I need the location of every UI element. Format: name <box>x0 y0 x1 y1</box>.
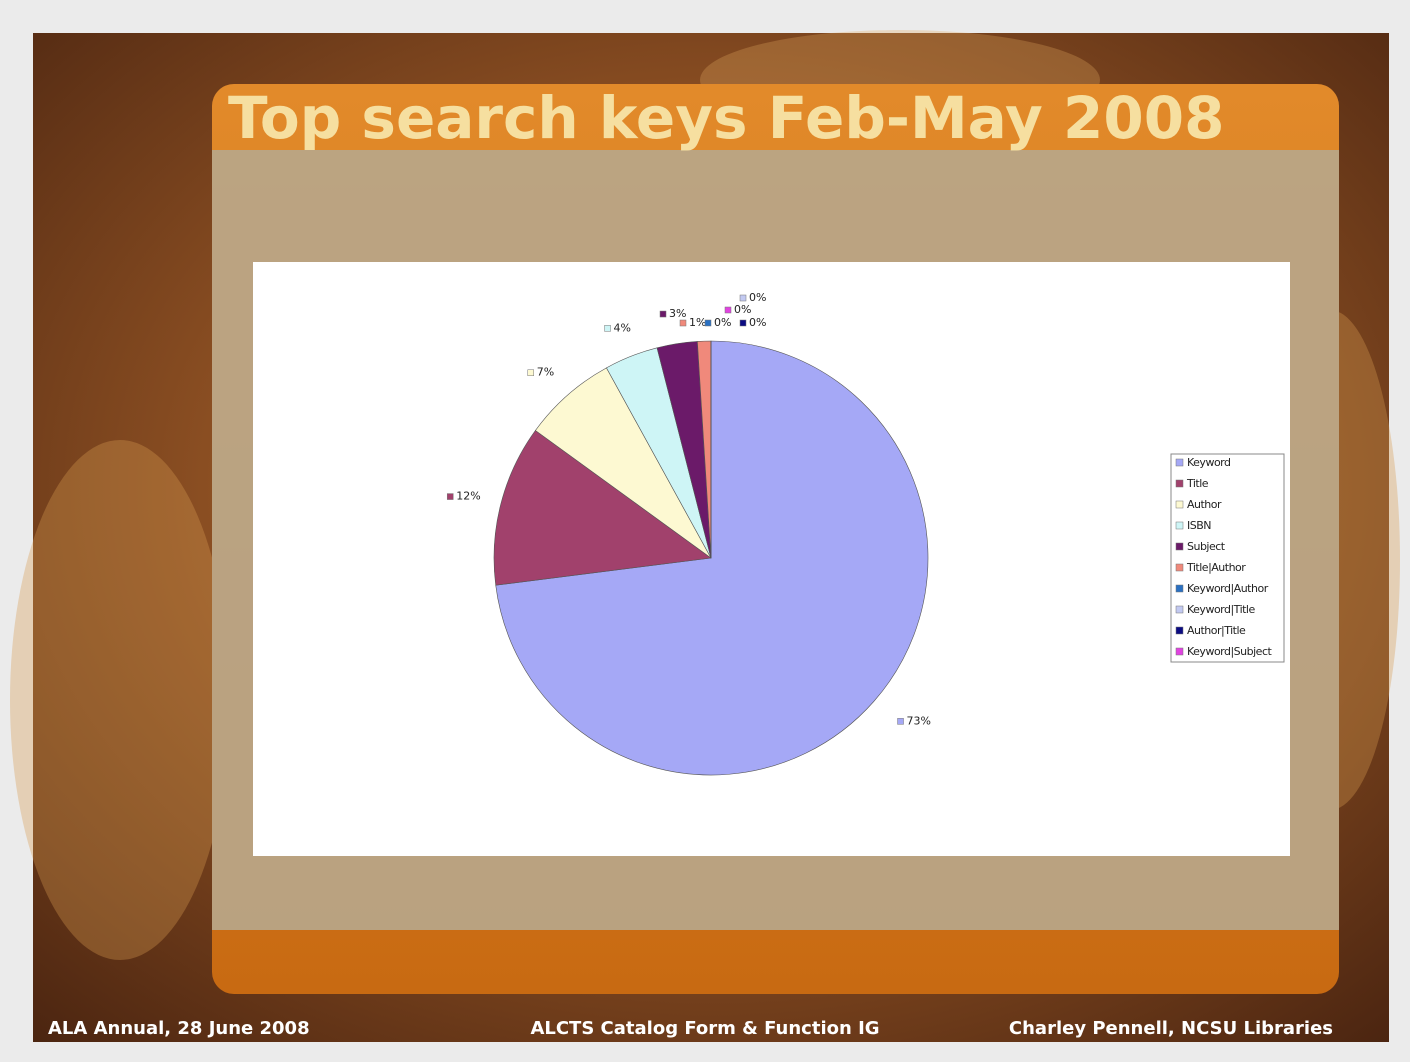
pie-slice <box>493 430 712 586</box>
legend-label: Keyword|Subject <box>1187 645 1272 658</box>
legend-key <box>1175 584 1184 593</box>
footer-right: Charley Pennell, NCSU Libraries <box>1009 1018 1333 1039</box>
slide-title: Top search keys Feb-May 2008 <box>228 84 1224 152</box>
data-label: 0% <box>749 291 766 304</box>
legend-label: Subject <box>1187 540 1226 553</box>
legend-key <box>1175 605 1184 614</box>
legend-label: Author|Title <box>1187 624 1246 637</box>
label-key <box>739 294 747 302</box>
data-label: 0% <box>714 316 731 329</box>
label-key <box>679 319 687 327</box>
legend-key <box>1175 479 1184 488</box>
label-key <box>724 306 732 314</box>
legend-label: Title|Author <box>1186 561 1246 574</box>
footer-center: ALCTS Catalog Form & Function IG <box>530 1018 879 1039</box>
footer-left: ALA Annual, 28 June 2008 <box>48 1018 310 1039</box>
legend-key <box>1175 542 1184 551</box>
data-label: 3% <box>669 307 686 320</box>
legend-key <box>1175 521 1184 530</box>
label-key <box>604 325 611 332</box>
legend-key <box>1175 647 1184 656</box>
legend-label: Keyword <box>1187 456 1230 469</box>
data-label: 73% <box>907 714 931 727</box>
data-label: 1% <box>689 316 706 329</box>
label-key <box>739 319 747 327</box>
legend-key <box>1175 458 1184 467</box>
data-label: 4% <box>614 321 631 334</box>
label-key <box>704 319 712 327</box>
data-label: 0% <box>749 316 766 329</box>
label-key <box>659 310 667 318</box>
legend-label: Author <box>1187 498 1222 511</box>
label-key <box>446 493 454 500</box>
label-key <box>527 369 534 376</box>
legend-label: Keyword|Author <box>1187 582 1269 595</box>
legend-key <box>1175 500 1184 509</box>
legend-box <box>1170 453 1285 663</box>
data-label: 0% <box>734 303 751 316</box>
legend-key <box>1175 626 1184 635</box>
legend-label: Title <box>1186 477 1209 490</box>
data-label: 12% <box>456 490 480 503</box>
pie-slice <box>495 340 929 776</box>
legend-label: ISBN <box>1187 519 1211 532</box>
data-label: 7% <box>537 366 554 379</box>
label-key <box>897 718 904 725</box>
legend-label: Keyword|Title <box>1187 603 1255 616</box>
decor <box>10 440 230 960</box>
legend-key <box>1175 563 1184 572</box>
